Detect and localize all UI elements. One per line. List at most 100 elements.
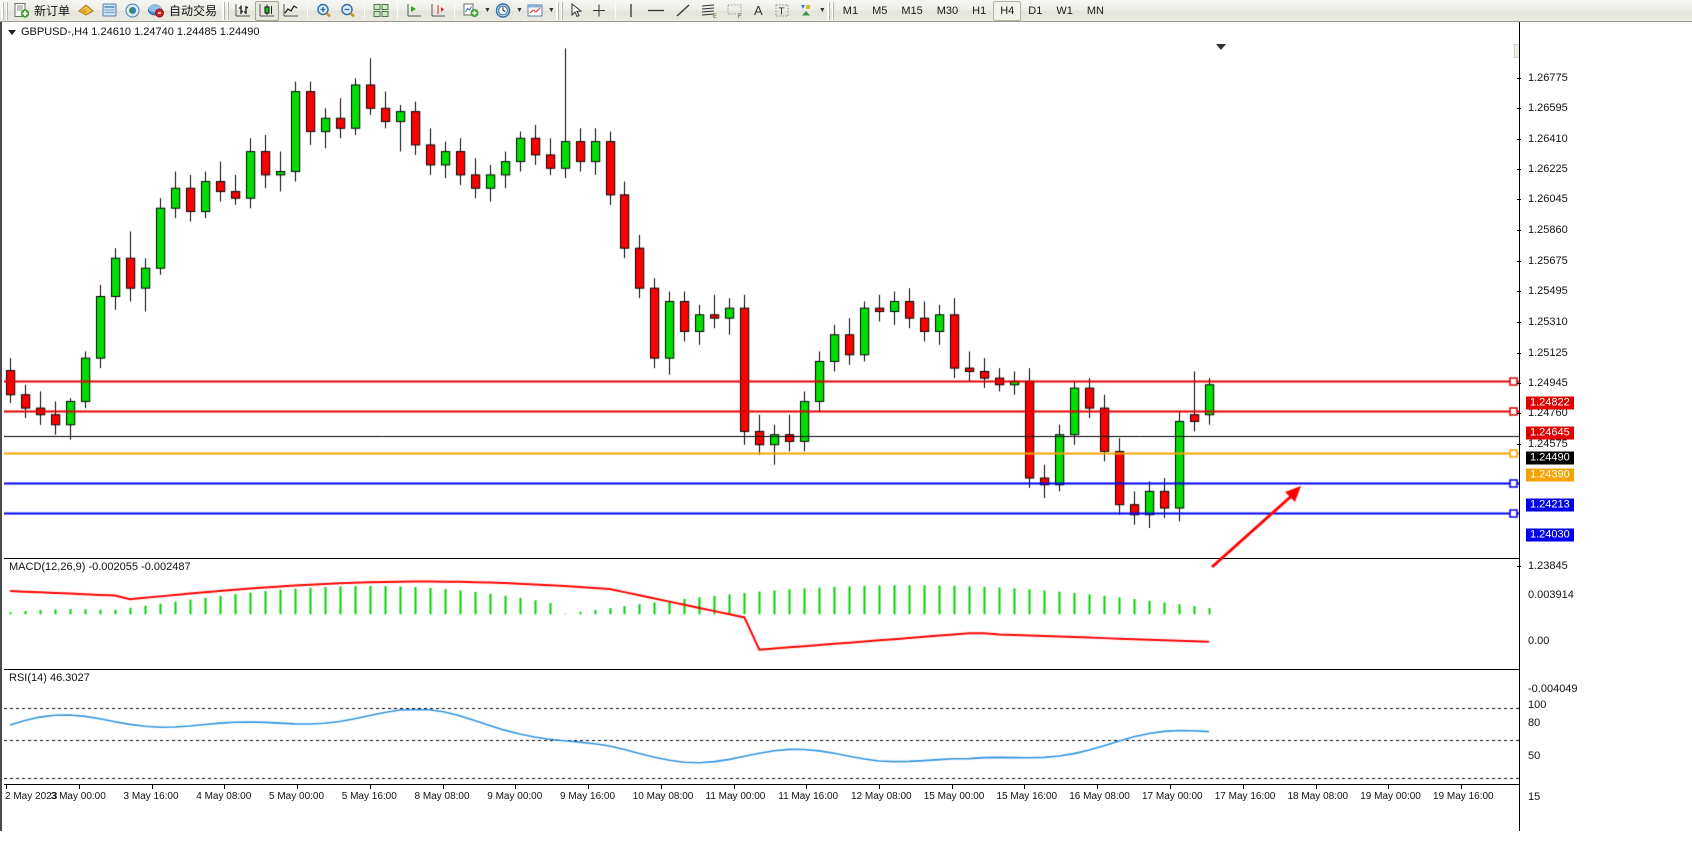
toolbar-separator-1 [307,2,309,19]
time-axis[interactable]: 2 May 2023 3 May 00:00 3 May 16:00 4 May 08… [4,784,1519,831]
time-axis-tick [1388,785,1389,789]
time-axis-tick [952,785,953,789]
macd-scale-label: 0.003914 [1528,589,1574,601]
chart-area[interactable]: GBPUSD-,H4 1.24610 1.24740 1.24485 1.244… [0,22,1692,831]
time-axis-label: 11 May 16:00 [778,791,839,802]
timeframe-h4[interactable]: H4 [993,0,1022,21]
main-toolbar: 新订单 [0,0,1692,22]
time-axis-tick [224,785,225,789]
period-icon[interactable] [491,1,515,21]
time-axis-label: 9 May 16:00 [560,791,616,802]
time-axis-label: 15 May 16:00 [996,791,1058,802]
timeframe-m30[interactable]: M30 [936,4,959,17]
toolbar-grip[interactable] [1,1,8,20]
time-axis-label: 4 May 08:00 [196,791,252,802]
time-axis-tick [879,785,880,789]
timeframe-d1[interactable]: D1 [1028,4,1043,17]
toolbar-separator-4 [454,2,456,19]
rsi-scale-label: 50 [1528,750,1541,762]
channel-icon[interactable]: F [722,1,748,21]
new-order-icon[interactable] [10,1,33,21]
time-axis-tick [806,785,807,789]
time-axis-label: 10 May 08:00 [632,791,694,802]
toolbar-separator-3 [397,2,399,19]
navigator-icon[interactable] [121,1,144,21]
macd-label: MACD(12,26,9) -0.002055 -0.002487 [9,561,191,573]
price-tag-pivot[interactable]: 1.24390 [1526,468,1574,482]
rsi-scale-label: 15 [1528,791,1541,803]
rsi-scale-label: 80 [1528,717,1541,729]
text-label-icon[interactable]: T [770,1,794,21]
templates-chevron-down-icon[interactable]: ▼ [547,7,555,14]
chart-menu-caret-icon[interactable] [8,29,16,35]
timeframe-m15[interactable]: M15 [901,4,923,17]
indicators-chevron-down-icon[interactable]: ▼ [484,7,491,14]
fibonacci-icon[interactable]: E [696,1,722,21]
price-chart-canvas[interactable] [4,40,1519,558]
zoom-out-icon[interactable] [336,1,360,21]
price-axis-tick-label: 1.25495 [1528,285,1568,298]
time-axis-label: 8 May 08:00 [414,791,470,802]
toolbar-grip-3[interactable] [555,1,563,20]
time-axis-label: 5 May 16:00 [341,791,397,802]
indicators-icon[interactable] [459,1,483,21]
price-axis-tick-label: 1.25125 [1528,346,1568,359]
trendline-icon[interactable] [670,1,696,21]
candlestick-chart-icon[interactable] [255,0,280,21]
svg-text:T: T [778,7,784,18]
chart-symbol-label: GBPUSD-,H4 1.24610 1.24740 1.24485 1.244… [21,26,260,38]
zoom-in-icon[interactable] [312,1,336,21]
auto-scroll-icon[interactable] [426,1,450,21]
data-window-icon[interactable] [98,1,121,21]
time-axis-label: 18 May 08:00 [1287,791,1349,802]
templates-icon[interactable] [523,1,547,21]
time-axis-tick [370,785,371,789]
chart-windows-icon[interactable] [369,1,393,21]
toolbar-grip-2[interactable] [222,1,230,20]
price-tag-resistance-upper[interactable]: 1.24822 [1526,396,1574,410]
timeframe-m1[interactable]: M1 [842,4,859,17]
period-chevron-down-icon[interactable]: ▼ [515,7,523,14]
horizontal-line-icon[interactable] [642,1,670,21]
timeframe-mn[interactable]: MN [1086,4,1104,17]
cursor-icon[interactable] [565,1,587,21]
expert-advisor-icon[interactable] [74,1,98,21]
shapes-chevron-down-icon[interactable]: ▼ [818,7,826,14]
timeframe-w1[interactable]: W1 [1056,4,1073,17]
rsi-canvas [4,670,1519,784]
bar-chart-icon[interactable] [231,1,255,21]
price-tag-support-upper[interactable]: 1.24213 [1526,498,1574,512]
price-axis-tick-label: 1.26225 [1528,163,1568,176]
price-axis[interactable]: 1.26775 1.26595 1.26410 1.26225 1.26045 1.258… [1517,22,1692,831]
timeframe-m5[interactable]: M5 [872,4,888,17]
chart-shift-icon[interactable] [402,1,426,21]
auto-trading-icon[interactable] [144,1,168,21]
time-axis-tick [661,785,662,789]
svg-text:E: E [713,14,717,19]
price-tag-resistance-lower[interactable]: 1.24645 [1526,426,1574,440]
price-axis-tick [1517,413,1521,415]
time-axis-label: 3 May 16:00 [123,791,179,802]
price-tag-support-lower[interactable]: 1.24030 [1526,528,1574,542]
time-axis-tick [152,785,153,789]
vertical-line-icon[interactable] [620,1,642,21]
price-axis-tick-label: 1.26045 [1528,193,1568,206]
time-axis-tick [1170,785,1171,789]
line-chart-icon[interactable] [279,1,303,21]
time-axis-label: 19 May 00:00 [1360,791,1421,802]
price-axis-tick-label: 1.23845 [1528,559,1568,572]
shapes-icon[interactable] [794,1,818,21]
time-axis-tick [1097,785,1098,789]
price-tag-current-price[interactable]: 1.24490 [1526,451,1574,465]
price-axis-tick-label: 1.24575 [1528,438,1568,451]
new-order-label[interactable]: 新订单 [34,4,71,18]
auto-trading-label[interactable]: 自动交易 [169,4,218,18]
time-axis-label: 17 May 16:00 [1214,791,1276,802]
toolbar-grip-4[interactable] [826,1,834,20]
text-icon[interactable]: A [748,1,770,21]
price-axis-tick-label: 1.26775 [1528,71,1568,84]
rsi-label: RSI(14) 46.3027 [9,672,90,684]
time-axis-label: 2 May 2023 [5,791,58,802]
crosshair-icon[interactable] [587,1,611,21]
timeframe-h1[interactable]: H1 [972,4,987,17]
